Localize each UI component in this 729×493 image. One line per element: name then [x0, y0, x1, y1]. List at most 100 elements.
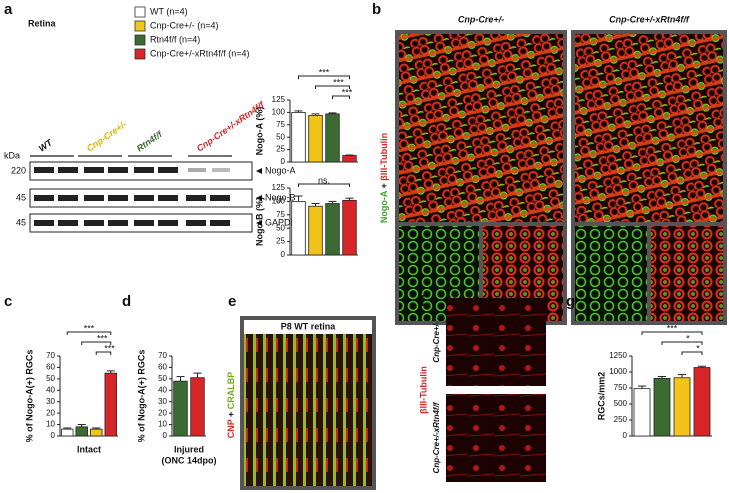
- significance-label: ***: [319, 67, 330, 77]
- stain-sep: +: [226, 409, 236, 419]
- panel-letter: g: [566, 293, 575, 310]
- significance-label: ***: [104, 343, 115, 353]
- inset: [575, 226, 647, 321]
- significance-bracket: [81, 341, 112, 345]
- legend-label: Rtn4f/f (n=4): [150, 34, 200, 44]
- y-tick-label: 0: [163, 431, 168, 440]
- panel-letter: e: [228, 293, 236, 310]
- significance-bracket: [298, 75, 350, 79]
- y-tick-label: 30: [158, 397, 167, 406]
- bar: [291, 200, 306, 256]
- bar: [653, 377, 671, 437]
- y-tick-label: 125: [272, 183, 286, 192]
- stain: CRALBP: [226, 372, 236, 410]
- lane-label: Cnp-Cre+/-: [85, 119, 129, 154]
- y-axis-label: RGCs/mm2: [596, 372, 606, 421]
- mw-label: 45: [16, 192, 26, 202]
- y-tick-label: 75: [276, 120, 285, 129]
- y-tick-label: 70: [158, 351, 167, 360]
- y-tick-label: 0: [281, 157, 286, 166]
- panel-letter: d: [122, 293, 131, 310]
- significance-bracket: [66, 331, 112, 335]
- y-axis-label: Nogo-B (%): [254, 197, 264, 246]
- y-tick-label: 50: [46, 374, 55, 383]
- blot-title: Retina: [28, 18, 57, 28]
- row-label: Cnp-Cre+/-: [432, 321, 441, 362]
- image-title: Cnp-Cre+/-xRtn4f/f: [609, 14, 690, 24]
- micrograph: [244, 334, 372, 486]
- significance-label: ***: [84, 323, 95, 333]
- legend-label: Cnp-Cre+/-xRtn4f/f (n=4): [150, 48, 250, 58]
- band-label: Nogo-A: [265, 165, 296, 175]
- y-tick-label: 30: [46, 397, 55, 406]
- legend-swatch: [134, 20, 146, 32]
- stain-label: βIII-Tubulin: [418, 366, 428, 414]
- bar: [342, 155, 357, 163]
- y-tick-label: 500: [614, 399, 628, 408]
- y-tick-label: 40: [158, 385, 167, 394]
- bar: [61, 428, 74, 437]
- y-tick-label: 50: [158, 374, 167, 383]
- y-tick-label: 10: [158, 420, 167, 429]
- legend-label: Cnp-Cre+/- (n=4): [150, 20, 219, 30]
- y-tick-label: 60: [158, 363, 167, 372]
- inset: [651, 226, 723, 321]
- bar: [75, 426, 88, 437]
- y-tick-label: 0: [51, 431, 56, 440]
- band-label: GAPDH: [265, 217, 297, 227]
- image-title: P8 WT retina: [281, 321, 337, 331]
- band-arrow: [256, 168, 262, 174]
- y-tick-label: 50: [276, 132, 285, 141]
- y-tick-label: 100: [272, 108, 286, 117]
- bar: [308, 205, 323, 256]
- significance-bracket: [332, 95, 350, 99]
- band-label: Nogo-B: [265, 192, 296, 202]
- y-tick-label: 25: [276, 145, 285, 154]
- y-axis-label: Nogo-A (%): [254, 107, 264, 156]
- significance-label: *: [696, 343, 700, 353]
- x-axis-label: (ONC 14dpo): [162, 455, 217, 465]
- y-tick-label: 100: [272, 197, 286, 206]
- significance-bracket: [641, 331, 703, 335]
- significance-bracket: [95, 351, 112, 355]
- bar: [104, 372, 117, 437]
- lane-label: WT: [37, 137, 55, 154]
- band-arrow: [256, 220, 262, 226]
- significance-label: ***: [333, 77, 344, 87]
- micrograph: [399, 34, 563, 222]
- mw-label: 220: [11, 165, 26, 175]
- y-axis-label: % of Nogo-A(+) RGCs: [136, 350, 146, 443]
- significance-label: *: [686, 333, 690, 343]
- significance-label: ***: [342, 87, 353, 97]
- y-tick-label: 0: [623, 431, 628, 440]
- title-strip: [244, 320, 372, 334]
- lane-label: Rtn4f/f: [135, 128, 165, 153]
- y-tick-label: 20: [46, 408, 55, 417]
- y-tick-label: 40: [46, 385, 55, 394]
- significance-label: ***: [97, 333, 108, 343]
- significance-bracket: [661, 341, 703, 345]
- bar: [90, 428, 103, 437]
- bar: [173, 380, 188, 437]
- y-tick-label: 0: [281, 250, 286, 259]
- row-label: Cnp-Cre+/-xRtn4f/f: [432, 401, 441, 473]
- significance-bracket: [681, 351, 703, 355]
- mw-label: 45: [16, 217, 26, 227]
- stain-label: CNP + CRALBP: [226, 372, 236, 439]
- bar: [693, 367, 711, 437]
- stain: βIII-Tubulin: [379, 133, 389, 181]
- stain: Nogo-A: [379, 190, 389, 223]
- y-tick-label: 10: [46, 420, 55, 429]
- bar: [190, 377, 205, 437]
- mw-unit: kDa: [4, 150, 20, 160]
- micrograph: [446, 394, 546, 482]
- bar: [325, 203, 340, 256]
- bar: [291, 112, 306, 163]
- y-tick-label: 25: [276, 237, 285, 246]
- image-title: Cnp-Cre+/-: [458, 14, 504, 24]
- band-arrow: [256, 195, 262, 201]
- panel-letter: c: [4, 293, 12, 310]
- x-axis-label: Injured: [174, 444, 204, 454]
- panel-letter: a: [4, 1, 13, 18]
